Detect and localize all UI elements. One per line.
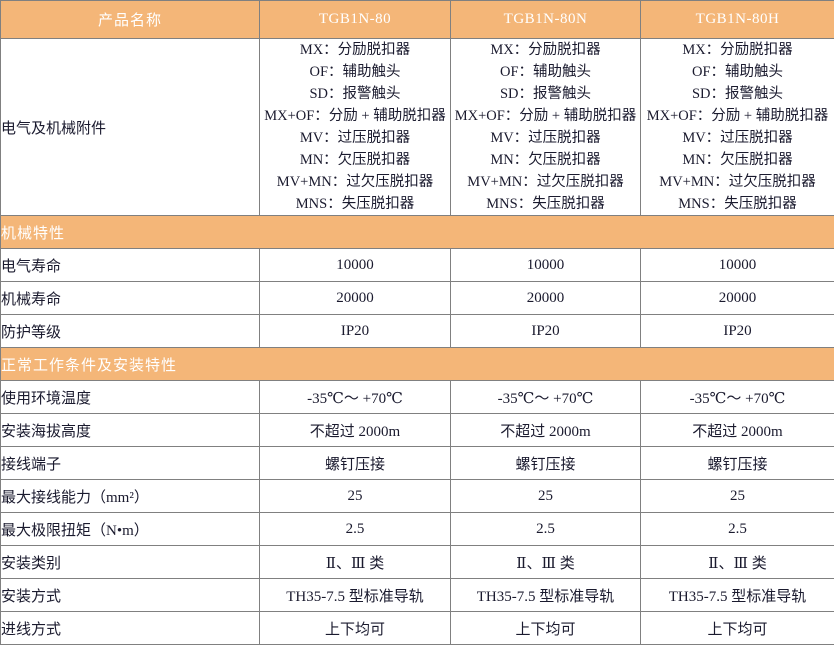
row-label: 进线方式 [0,611,260,645]
row-value: TH35-7.5 型标准导轨 [450,578,641,612]
section-title-mechanical: 机械特性 [0,215,834,249]
accessories-cell-model-2: MX：分励脱扣器 OF：辅助触头 SD：报警触头 MX+OF：分励 + 辅助脱扣… [450,38,641,216]
row-value: 20000 [259,281,451,315]
row-label: 机械寿命 [0,281,260,315]
row-value: TH35-7.5 型标准导轨 [640,578,834,612]
row-value: 上下均可 [259,611,451,645]
row-label: 安装类别 [0,545,260,579]
accessory-line: MNS：失压脱扣器 [678,196,797,212]
table-row-accessories: 电气及机械附件 MX：分励脱扣器 OF：辅助触头 SD：报警触头 MX+OF：分… [0,38,834,216]
table-row: 使用环境温度 -35℃～ +70℃ -35℃～ +70℃ -35℃～ +70℃ [0,380,834,414]
row-value: -35℃～ +70℃ [259,380,451,414]
row-value: 2.5 [450,512,641,546]
table-row: 接线端子 螺钉压接 螺钉压接 螺钉压接 [0,446,834,480]
row-value: IP20 [450,314,641,348]
accessory-line: SD：报警触头 [691,86,784,102]
row-value: 10000 [450,248,641,282]
table-header-row: 产品名称 TGB1N-80 TGB1N-80N TGB1N-80H [0,0,834,39]
accessory-line: MX+OF：分励 + 辅助脱扣器 [264,108,446,124]
table-body: 产品名称 TGB1N-80 TGB1N-80N TGB1N-80H 电气及机械附… [0,0,834,645]
row-value: 20000 [640,281,834,315]
row-label: 接线端子 [0,446,260,480]
table-row: 电气寿命 10000 10000 10000 [0,248,834,282]
accessories-cell-model-1: MX：分励脱扣器 OF：辅助触头 SD：报警触头 MX+OF：分励 + 辅助脱扣… [259,38,451,216]
row-value: IP20 [640,314,834,348]
row-value: 20000 [450,281,641,315]
row-value: -35℃～ +70℃ [450,380,641,414]
header-cell-model-3: TGB1N-80H [640,0,834,39]
accessory-line: OF：辅助触头 [499,64,592,80]
table-row: 安装方式 TH35-7.5 型标准导轨 TH35-7.5 型标准导轨 TH35-… [0,578,834,612]
accessory-line: MV+MN：过欠压脱扣器 [467,174,624,190]
row-label: 最大极限扭矩（N•m） [0,512,260,546]
accessory-line: MNS：失压脱扣器 [486,196,605,212]
header-cell-model-1: TGB1N-80 [259,0,451,39]
row-value: -35℃～ +70℃ [640,380,834,414]
row-value: 不超过 2000m [450,413,641,447]
accessory-line: MX：分励脱扣器 [682,42,793,58]
row-value: Ⅱ、Ⅲ 类 [450,545,641,579]
accessory-line: MN：欠压脱扣器 [490,152,601,168]
row-value: 2.5 [259,512,451,546]
table-row: 最大接线能力（mm²） 25 25 25 [0,479,834,513]
accessory-line: MX+OF：分励 + 辅助脱扣器 [646,108,829,124]
row-label: 最大接线能力（mm²） [0,479,260,513]
row-value: 螺钉压接 [640,446,834,480]
header-cell-product-name: 产品名称 [0,0,260,39]
accessory-line: OF：辅助触头 [691,64,784,80]
row-value: 25 [450,479,641,513]
table-row: 安装海拔高度 不超过 2000m 不超过 2000m 不超过 2000m [0,413,834,447]
row-value: 上下均可 [450,611,641,645]
row-value: Ⅱ、Ⅲ 类 [259,545,451,579]
accessory-line: MN：欠压脱扣器 [299,152,411,168]
accessory-line: MX+OF：分励 + 辅助脱扣器 [454,108,637,124]
accessory-line: MX：分励脱扣器 [490,42,601,58]
row-value: 10000 [259,248,451,282]
accessory-line: MX：分励脱扣器 [299,42,411,58]
accessory-line: OF：辅助触头 [309,64,401,80]
row-value: 10000 [640,248,834,282]
accessory-line: SD：报警触头 [309,86,401,102]
row-value: IP20 [259,314,451,348]
accessories-cell-model-3: MX：分励脱扣器 OF：辅助触头 SD：报警触头 MX+OF：分励 + 辅助脱扣… [640,38,834,216]
row-label: 使用环境温度 [0,380,260,414]
accessory-line: MV：过压脱扣器 [682,130,793,146]
row-value: Ⅱ、Ⅲ 类 [640,545,834,579]
row-label: 电气寿命 [0,248,260,282]
row-value: 不超过 2000m [640,413,834,447]
row-value: 螺钉压接 [259,446,451,480]
accessory-line: MV：过压脱扣器 [490,130,601,146]
accessory-line: MNS：失压脱扣器 [295,196,415,212]
table-row: 最大极限扭矩（N•m） 2.5 2.5 2.5 [0,512,834,546]
header-cell-model-2: TGB1N-80N [450,0,641,39]
row-value: 不超过 2000m [259,413,451,447]
row-label: 安装海拔高度 [0,413,260,447]
section-band-operating-conditions: 正常工作条件及安装特性 [0,347,834,381]
accessory-line: MV+MN：过欠压脱扣器 [659,174,816,190]
product-specification-table: 产品名称 TGB1N-80 TGB1N-80N TGB1N-80H 电气及机械附… [0,0,834,645]
accessory-line: SD：报警触头 [499,86,592,102]
table-row: 机械寿命 20000 20000 20000 [0,281,834,315]
table-row: 安装类别 Ⅱ、Ⅲ 类 Ⅱ、Ⅲ 类 Ⅱ、Ⅲ 类 [0,545,834,579]
row-value: TH35-7.5 型标准导轨 [259,578,451,612]
row-value: 25 [259,479,451,513]
row-value: 2.5 [640,512,834,546]
accessory-line: MV+MN：过欠压脱扣器 [276,174,434,190]
accessory-line: MV：过压脱扣器 [299,130,411,146]
row-label-accessories: 电气及机械附件 [0,38,260,216]
row-value: 螺钉压接 [450,446,641,480]
row-value: 25 [640,479,834,513]
section-band-mechanical: 机械特性 [0,215,834,249]
table-row: 进线方式 上下均可 上下均可 上下均可 [0,611,834,645]
table-row: 防护等级 IP20 IP20 IP20 [0,314,834,348]
section-title-operating-conditions: 正常工作条件及安装特性 [0,347,834,381]
row-value: 上下均可 [640,611,834,645]
row-label: 安装方式 [0,578,260,612]
accessory-line: MN：欠压脱扣器 [682,152,793,168]
row-label: 防护等级 [0,314,260,348]
